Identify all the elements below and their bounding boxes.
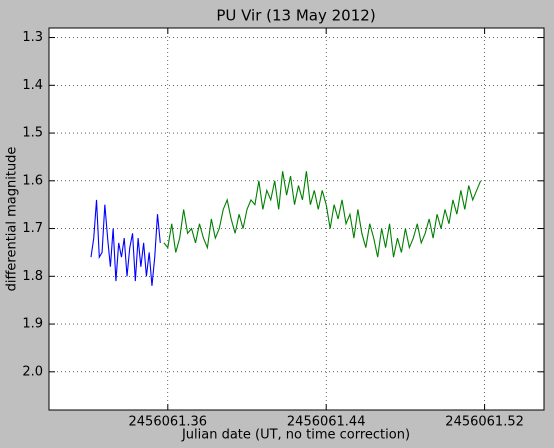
y-tick-label: 1.9 xyxy=(22,317,43,332)
data-line xyxy=(163,171,482,258)
axes-frame xyxy=(48,27,545,411)
y-tick-label: 1.5 xyxy=(22,126,43,141)
data-line xyxy=(90,199,161,286)
y-tick-label: 1.4 xyxy=(22,78,43,93)
chart-title: PU Vir (13 May 2012) xyxy=(216,7,375,25)
x-tick-label: 2456061.36 xyxy=(129,415,208,430)
x-tick-label: 2456061.44 xyxy=(287,415,366,430)
y-tick-label: 1.6 xyxy=(22,173,43,188)
y-axis-label: differential magnitude xyxy=(5,147,20,292)
x-axis-label: Julian date (UT, no time correction) xyxy=(181,428,410,443)
y-tick-label: 1.3 xyxy=(22,30,43,45)
x-tick-label: 2456061.52 xyxy=(445,415,524,430)
plot-area xyxy=(49,28,544,410)
y-tick-label: 2.0 xyxy=(22,364,43,379)
y-tick-label: 1.7 xyxy=(22,221,43,236)
y-tick-label: 1.8 xyxy=(22,269,43,284)
